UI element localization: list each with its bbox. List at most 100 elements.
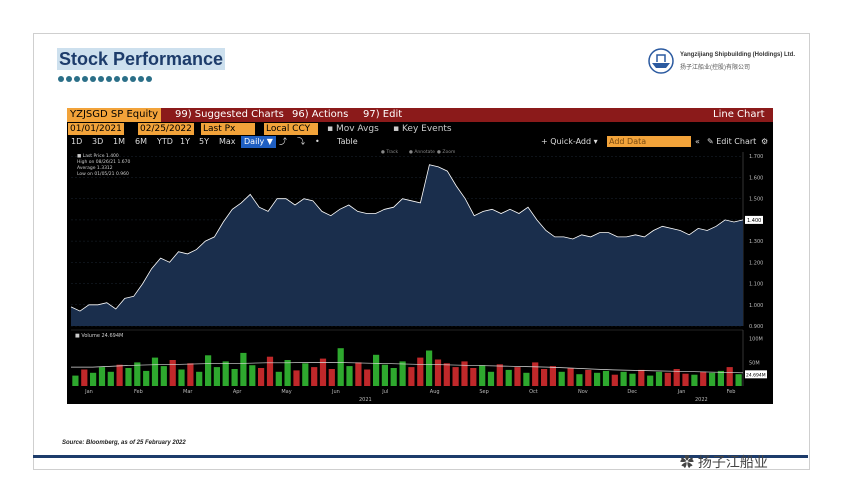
- period-button-max[interactable]: Max: [219, 137, 236, 146]
- price-tick-label: 1.000: [749, 303, 763, 309]
- key-events-toggle[interactable]: ▪ Key Events: [393, 124, 452, 134]
- period-button-5y[interactable]: 5Y: [199, 137, 209, 146]
- volume-bar: [655, 371, 663, 386]
- volume-bar: [664, 372, 671, 386]
- volume-bar: [523, 372, 530, 386]
- price-tick-label: 1.200: [749, 260, 763, 266]
- month-tick-label: Nov: [578, 389, 588, 395]
- chart-type-icon[interactable]: ⤵: [297, 137, 305, 146]
- price-tick-label: 1.600: [749, 175, 763, 181]
- volume-bar: [470, 368, 477, 386]
- volume-bar: [125, 368, 132, 386]
- legend-entry: Average 1.3312: [77, 165, 113, 171]
- table-button[interactable]: Table: [337, 137, 358, 146]
- period-button-1d[interactable]: 1D: [71, 137, 83, 146]
- volume-bar: [602, 370, 610, 386]
- volume-bar: [134, 362, 141, 386]
- volume-bar: [620, 371, 627, 386]
- volume-bar: [346, 366, 353, 386]
- price-tick-label: 0.900: [749, 324, 763, 330]
- volume-bar: [408, 367, 415, 386]
- key-events-label: Key Events: [401, 124, 452, 134]
- volume-tick-label: 100M: [749, 337, 763, 343]
- date-from-input[interactable]: 01/01/2021: [68, 123, 124, 135]
- volume-bar: [673, 369, 680, 386]
- date-to-input[interactable]: 02/25/2022: [138, 123, 194, 135]
- volume-bar: [187, 363, 194, 386]
- add-data-input[interactable]: Add Data: [607, 136, 691, 147]
- volume-bar: [585, 369, 592, 386]
- period-button-3d[interactable]: 3D: [92, 137, 104, 146]
- suggested-charts-menu[interactable]: 99) Suggested Charts: [175, 109, 284, 120]
- volume-bar: [302, 363, 309, 386]
- volume-bar: [266, 356, 274, 386]
- volume-tag-box: [745, 370, 767, 379]
- volume-bar: [328, 369, 335, 386]
- quick-add-button[interactable]: + Quick-Add ▾: [541, 137, 598, 146]
- volume-bar: [205, 355, 212, 386]
- company-name-cn: 扬子江船业(控股)有限公司: [680, 65, 750, 71]
- period-button-1y[interactable]: 1Y: [180, 137, 190, 146]
- volume-bar: [98, 367, 106, 386]
- month-tick-label: Feb: [727, 389, 736, 395]
- legend-entry: ■ Last Price 1.400: [77, 153, 119, 159]
- volume-bar: [107, 371, 114, 386]
- volume-bar: [258, 368, 265, 386]
- volume-bar: [151, 357, 159, 386]
- volume-bar: [717, 370, 724, 386]
- collapse-icon[interactable]: «: [695, 137, 700, 146]
- company-logo: Yangzijiang Shipbuilding (Holdings) Ltd.…: [648, 48, 803, 76]
- volume-bar: [647, 375, 654, 386]
- terminal-settings-bar: 01/01/2021 02/25/2022 Last Px Local CCY …: [67, 123, 773, 135]
- period-button-6m[interactable]: 6M: [135, 137, 147, 146]
- bloomberg-chart-panel: YZJSGD SP Equity 99) Suggested Charts 96…: [67, 108, 773, 404]
- currency-select[interactable]: Local CCY: [264, 123, 318, 135]
- legend-entry: High on 08/26/21 1.670: [77, 159, 130, 165]
- month-tick-label: May: [281, 389, 291, 395]
- mov-avgs-toggle[interactable]: ▪ Mov Avgs: [327, 124, 379, 134]
- volume-bar: [178, 369, 185, 386]
- line-style-icon[interactable]: ⤴: [279, 137, 287, 146]
- edit-menu[interactable]: 97) Edit: [363, 109, 403, 120]
- volume-bar: [160, 366, 167, 386]
- period-button-ytd[interactable]: YTD: [157, 137, 173, 146]
- volume-bar: [487, 371, 495, 386]
- edit-chart-button[interactable]: ✎ Edit Chart: [707, 137, 757, 146]
- year-label: 2022: [695, 397, 708, 403]
- month-tick-label: Sep: [479, 389, 488, 395]
- volume-legend: ■ Volume 24.694M: [75, 333, 123, 339]
- volume-bar: [514, 367, 521, 386]
- frequency-select[interactable]: Daily ▼: [241, 136, 276, 148]
- month-tick-label: Oct: [529, 389, 538, 395]
- terminal-header-bar: YZJSGD SP Equity 99) Suggested Charts 96…: [67, 108, 773, 122]
- volume-bar: [169, 360, 176, 386]
- month-tick-label: Aug: [430, 389, 440, 395]
- volume-bar: [390, 368, 397, 386]
- settings-gear-icon[interactable]: ⚙: [761, 137, 769, 146]
- volume-bar: [709, 372, 716, 386]
- volume-bar: [532, 362, 539, 386]
- month-tick-label: Feb: [134, 389, 143, 395]
- period-button-1m[interactable]: 1M: [113, 137, 125, 146]
- volume-bar: [558, 371, 565, 386]
- volume-bar: [90, 372, 97, 386]
- last-price-tag: 1.400: [747, 218, 761, 224]
- volume-bar: [381, 364, 388, 386]
- volume-bar: [549, 366, 556, 386]
- month-tick-label: Jun: [331, 389, 340, 395]
- volume-bar: [735, 374, 742, 386]
- price-tick-label: 1.100: [749, 282, 763, 288]
- volume-bar: [231, 369, 238, 386]
- month-tick-label: Jul: [381, 389, 388, 395]
- volume-bar: [541, 369, 548, 386]
- ticker-field[interactable]: YZJSGD SP Equity: [67, 108, 162, 122]
- volume-average-line: [71, 362, 744, 374]
- volume-bar: [726, 367, 733, 386]
- price-tick-label: 1.300: [749, 239, 763, 245]
- more-icon[interactable]: •: [315, 137, 320, 146]
- price-volume-chart-svg: 1.700 1.600 1.500 1.400 1.300 1.200 1.100 1.000…: [70, 149, 767, 403]
- month-tick-label: Dec: [627, 389, 637, 395]
- price-tick-label: 1.700: [749, 154, 763, 160]
- actions-menu[interactable]: 96) Actions: [292, 109, 349, 120]
- field-select[interactable]: Last Px: [201, 123, 255, 135]
